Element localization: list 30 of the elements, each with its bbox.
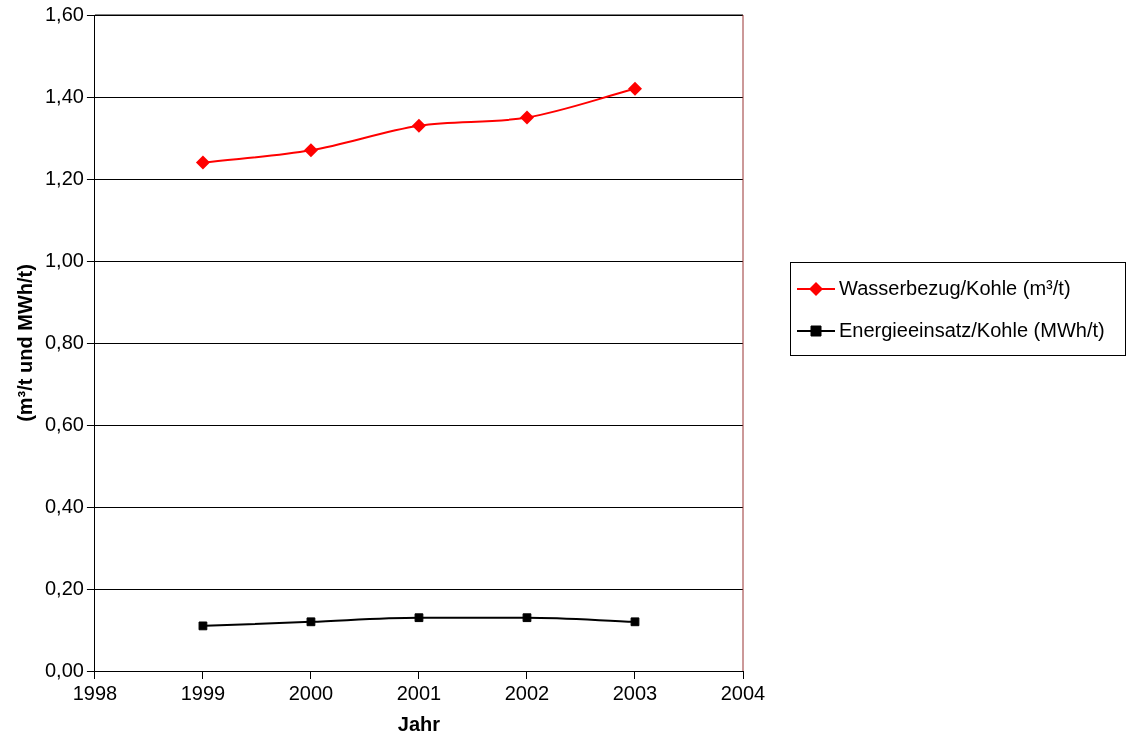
y-axis-title: (m³/t und MWh/t) bbox=[13, 264, 36, 422]
x-tick-label: 2002 bbox=[504, 681, 550, 704]
y-tick-label: 0,20 bbox=[44, 576, 84, 599]
point bbox=[198, 621, 208, 631]
y-tick-label: 1,60 bbox=[44, 2, 84, 25]
point bbox=[630, 617, 640, 627]
x-tick-label: 2003 bbox=[612, 681, 658, 704]
legend-label: Wasserbezug/Kohle (m³/t) bbox=[839, 277, 1071, 300]
y-tick-label: 0,60 bbox=[44, 412, 84, 435]
x-tick-label: 2001 bbox=[396, 681, 442, 704]
point bbox=[627, 81, 642, 96]
point bbox=[303, 143, 318, 158]
x-tick-label: 1999 bbox=[180, 681, 226, 704]
y-tick-label: 0,80 bbox=[44, 330, 84, 353]
x-tick-label: 2000 bbox=[288, 681, 334, 704]
point bbox=[414, 613, 424, 623]
y-tick-label: 1,00 bbox=[44, 248, 84, 271]
y-tick-label: 0,40 bbox=[44, 494, 84, 517]
point bbox=[519, 110, 534, 125]
y-tick-label: 1,20 bbox=[44, 166, 84, 189]
point bbox=[195, 155, 210, 170]
x-axis-title: Jahr bbox=[397, 712, 441, 735]
x-tick-label: 2004 bbox=[720, 681, 766, 704]
y-tick-label: 0,00 bbox=[44, 658, 84, 681]
point bbox=[411, 118, 426, 133]
point bbox=[522, 613, 532, 623]
x-tick-label: 1998 bbox=[72, 681, 118, 704]
point bbox=[306, 617, 316, 627]
legend-label: Energieeinsatz/Kohle (MWh/t) bbox=[839, 319, 1105, 342]
y-tick-label: 1,40 bbox=[44, 84, 84, 107]
